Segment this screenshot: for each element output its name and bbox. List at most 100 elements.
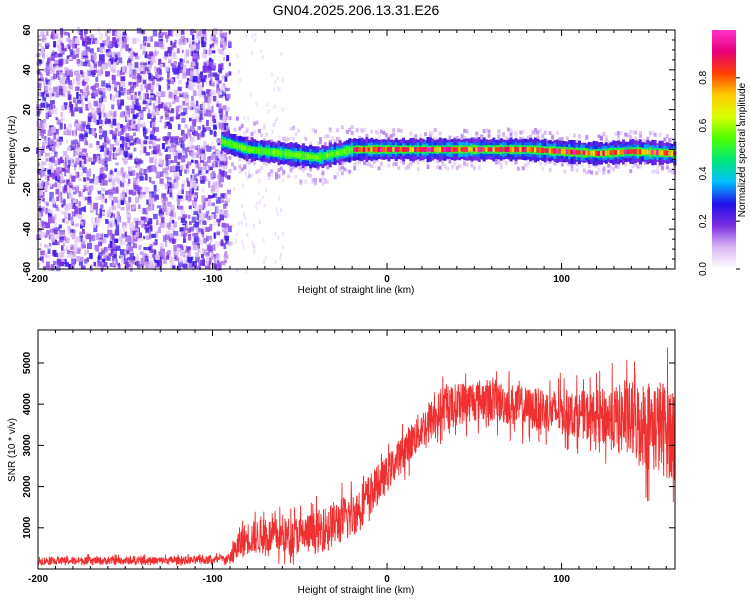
spectrogram-cell [224,160,228,165]
spectrogram-cell [182,244,188,249]
spectrogram-cell [389,137,393,142]
spectrogram-cell [485,147,489,152]
spectrogram-cell [372,159,376,164]
spectrogram-cell [57,174,60,180]
spectrogram-cell [134,95,137,99]
spectrogram-cell [209,91,213,95]
spectrogram-cell [253,223,256,228]
spectrogram-cell [95,245,100,252]
spectrogram-cell [231,142,235,147]
spectrogram-cell [85,141,88,146]
spectrogram-cell [360,128,364,133]
spectrogram-cell [198,204,203,210]
spectrogram-cell [211,184,216,192]
spectrogram-cell [460,137,464,142]
spectrogram-cell [280,252,283,257]
spectrogram-cell [98,252,104,256]
spectrogram-cell [619,149,623,155]
spectrogram-cell [110,188,116,194]
spectrogram-cell [271,72,274,77]
spectrogram-cell [93,225,98,233]
spectrogram-cell [387,147,391,152]
spectrogram-cell [120,207,125,211]
spectrogram-cell [158,41,164,47]
spectrogram-cell [195,252,200,257]
spectrogram-cell [634,162,638,167]
spectrogram-cell [83,206,87,213]
spectrogram-cell [189,187,193,195]
spectrogram-cell [101,54,105,61]
spectrogram-cell [238,157,242,162]
spectrogram-cell [516,166,520,171]
spectrogram-cell [168,254,171,260]
spectrogram-cell [634,149,638,155]
spectrogram-cell [213,254,218,258]
spectrogram-cell [274,259,277,264]
spectrogram-cell [123,151,129,157]
spectrogram-cell [137,105,142,112]
spectrogram-cell [77,122,81,128]
spectrogram-cell [173,221,177,228]
spectrogram-cell [223,210,228,216]
spectrogram-cell [115,91,119,99]
spectrogram-cell [40,31,45,37]
spectrogram-cell [87,200,92,205]
spectrogram-cell [129,252,135,258]
spectrogram-cell [51,31,54,39]
spectrogram-cell [147,53,152,60]
spectrogram-cell [45,89,49,94]
spectrogram-cell [41,92,47,96]
spectrogram-cell [218,64,222,69]
spectrogram-cell [201,248,205,253]
spectrogram-cell [604,150,608,156]
spectrogram-cell [131,69,136,76]
spectrogram-cell [271,129,274,134]
spectrogram-cell [138,244,142,250]
spectrogram-cell [148,109,151,115]
spectrogram-cell [210,153,216,160]
spectrogram-cell [124,250,129,258]
spectrogram-cell [186,68,191,76]
spectrogram-cell [168,147,173,153]
spectrogram-cell [120,129,124,135]
spectrogram-cell [174,156,178,163]
spectrogram-cell [114,58,117,62]
colorbar-gradient [712,30,736,269]
spectrogram-cell [182,100,186,106]
spectrogram-cell [120,168,124,173]
spectrogram-cell [247,116,250,121]
spectrogram-cell [262,138,266,143]
spectrogram-cell [222,32,227,37]
spectrogram-cell [448,159,452,164]
spectrogram-cell [126,89,132,95]
spectrogram-cell [477,146,481,153]
spectrogram-cell [46,254,51,259]
spectrogram-cell [52,228,55,233]
spectrogram-cell [318,137,322,142]
spectrogram-cell [183,107,188,115]
spectrogram-cell [196,36,201,40]
spectrogram-cell [338,167,342,172]
spectrogram-cell [98,233,102,238]
spectrogram-cell [86,257,90,263]
spectrogram-cell [220,260,226,266]
spectrogram-cell [114,31,118,37]
spectrogram-cell [49,172,54,178]
spectrogram-cell [314,181,318,186]
spectrogram-cell [115,54,119,61]
spectrogram-cell [203,109,209,117]
spectrogram-cell [117,215,121,223]
spectrogram-cell [156,107,159,115]
spectrogram-cell [72,43,76,49]
spectrogram-cell [670,170,674,175]
spectrogram-cell [48,81,52,87]
spectrogram-cell [278,134,281,139]
spectrogram-cell [150,82,155,90]
spectrogram-cell [245,146,249,152]
spectrogram-cell [167,142,171,148]
spectrogram-cell [289,167,293,172]
spectrogram-cell [511,146,516,153]
spectrogram-cell [81,207,85,212]
spectrogram-cell [292,164,296,169]
spectrogram-cell [74,41,78,49]
